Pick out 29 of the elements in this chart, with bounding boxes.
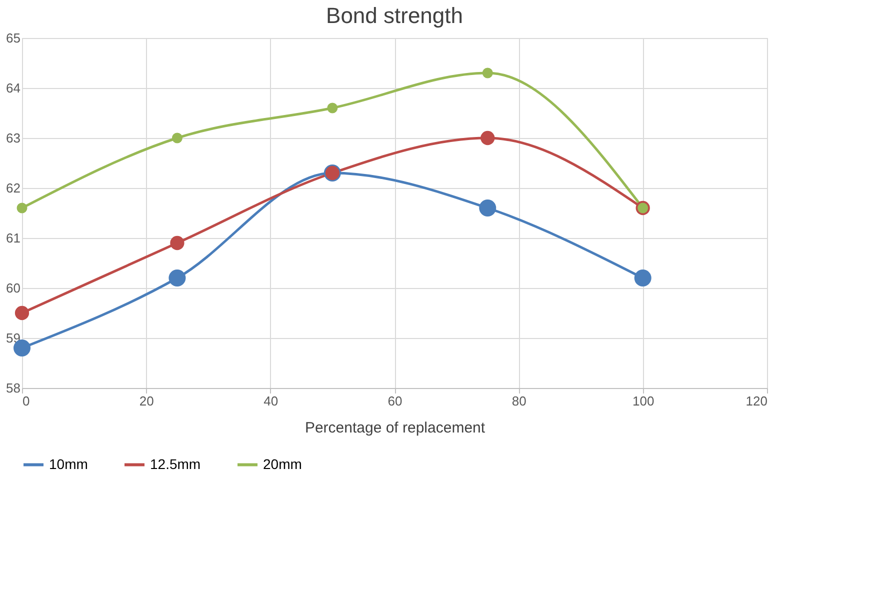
y-tick-label: 60 — [6, 280, 20, 296]
y-tick-label: 64 — [6, 80, 20, 96]
x-tick-label: 80 — [512, 394, 526, 408]
point — [482, 68, 493, 78]
x-tick-label: 20 — [139, 394, 154, 408]
x-tick-label: 60 — [388, 394, 402, 408]
x-axis-title: Percentage of replacement — [304, 420, 486, 436]
point — [327, 102, 338, 114]
legend-label: 10mm — [49, 456, 88, 472]
point — [634, 270, 652, 286]
x-tick-label: 40 — [264, 394, 278, 408]
x-tick-label: 120 — [746, 394, 768, 408]
point — [479, 200, 496, 216]
point — [16, 202, 28, 214]
point — [168, 270, 186, 286]
point — [170, 236, 184, 250]
point — [172, 132, 182, 144]
legend-label: 12.5mm — [150, 456, 201, 472]
point — [480, 130, 495, 146]
point — [14, 306, 30, 320]
chart-title: Bond strength — [326, 3, 463, 28]
x-tick-label: 0 — [22, 394, 30, 408]
y-tick-label: 65 — [6, 30, 20, 46]
x-tick-label: 100 — [632, 394, 654, 408]
legend-label: 20mm — [263, 456, 302, 472]
y-tick-label: 58 — [6, 380, 20, 396]
y-tick-label: 61 — [6, 230, 20, 246]
y-tick-label: 62 — [6, 180, 20, 196]
y-tick-label: 63 — [6, 130, 20, 146]
